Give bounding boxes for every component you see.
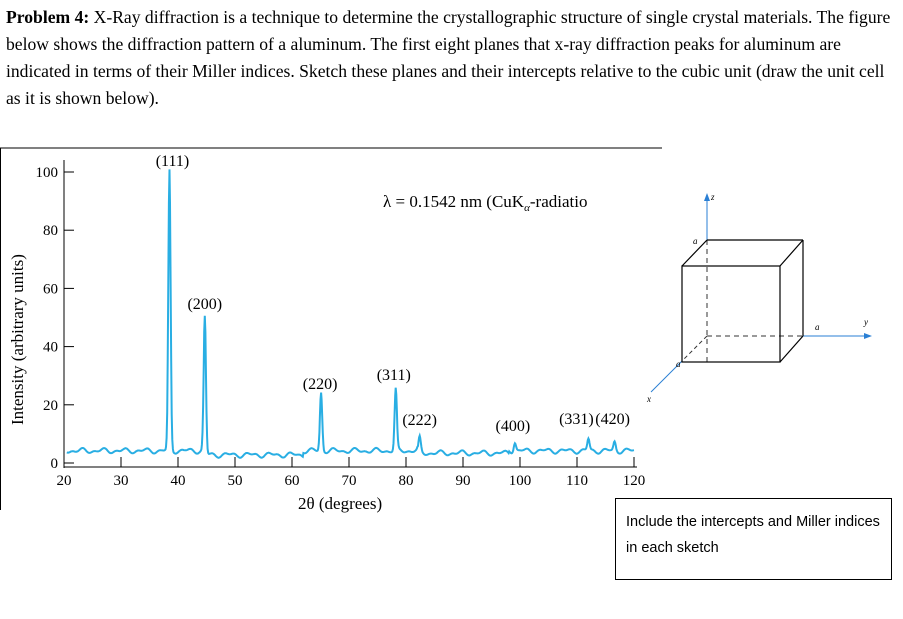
x-axis-dashed [681, 335, 708, 362]
cube-top-left-edge [681, 239, 708, 267]
x-ticks: 20 30 40 50 60 70 80 90 100 110 120 [57, 457, 646, 489]
wavelength-sub: α [524, 202, 530, 214]
x-tick-label: 90 [456, 473, 471, 489]
x-tick-label: 40 [171, 473, 186, 489]
x-axis-arrow [650, 360, 683, 393]
x-axis-label: 2θ (degrees) [298, 494, 382, 513]
x-tick-label: 110 [566, 473, 588, 489]
x-tick-label: 20 [57, 473, 72, 489]
y-tick-label: 40 [43, 340, 58, 356]
y-tick-label: 60 [43, 281, 58, 297]
peak-label: (220) [303, 376, 338, 393]
peak-label: (222) [402, 412, 437, 429]
y-tick-label: 100 [36, 165, 59, 181]
wavelength-tail: -radiatio [530, 192, 588, 211]
wavelength-text: λ = 0.1542 nm (CuK [383, 192, 525, 211]
y-tick-label: 80 [43, 223, 58, 239]
peak-label: (420) [595, 411, 630, 428]
peak-labels: (111) (200) (220) (311) (222) (400) (331) (420) [156, 153, 630, 435]
z-axis-label: z [710, 192, 715, 202]
problem-text: X-Ray diffraction is a technique to dete… [6, 7, 891, 108]
peak-label: (200) [187, 296, 222, 313]
y-ticks: 0 20 40 60 80 100 [36, 165, 74, 472]
xrd-figure: Intensity (arbitrary units) 020406080100… [0, 147, 872, 513]
y-tick-label: 20 [43, 398, 58, 414]
x-axis-unit-label: x [646, 394, 651, 404]
peak-label: (331) [559, 411, 594, 428]
x-tick-label: 50 [228, 473, 243, 489]
problem-statement: Problem 4: X-Ray diffraction is a techni… [6, 4, 891, 112]
z-arrowhead-icon [704, 193, 710, 201]
edge-label-right: a [815, 322, 820, 332]
x-tick-label: 60 [285, 473, 300, 489]
x-tick-label: 120 [623, 473, 646, 489]
x-tick-label: 70 [342, 473, 357, 489]
instruction-note-text: Include the intercepts and Miller indice… [626, 514, 880, 556]
edge-label-top: a [693, 236, 698, 246]
y-axis-unit-label: y [863, 317, 868, 327]
peak-label: (111) [156, 153, 189, 170]
edge-label-left: a [676, 359, 681, 369]
y-axis-label: Intensity (arbitrary units) [8, 254, 27, 425]
diffraction-spectrum-line [66, 169, 635, 459]
y-tick-label: 0 [51, 456, 59, 472]
x-tick-label: 100 [509, 473, 532, 489]
unit-cell-sketch: z y x a a a [646, 192, 872, 404]
cube-top-right-edge [779, 239, 804, 267]
peak-label: (311) [377, 367, 411, 384]
cube-bottom-right-edge [779, 335, 804, 363]
x-tick-label: 30 [114, 473, 129, 489]
y-arrowhead-icon [864, 333, 872, 339]
x-tick-label: 80 [399, 473, 414, 489]
instruction-note-box: Include the intercepts and Miller indice… [615, 498, 892, 580]
problem-label: Problem 4: [6, 7, 90, 27]
peak-label: (400) [496, 418, 531, 435]
wavelength-annotation: λ = 0.1542 nm (CuKα-radiatio [383, 192, 587, 214]
cube-front-face [681, 265, 781, 363]
